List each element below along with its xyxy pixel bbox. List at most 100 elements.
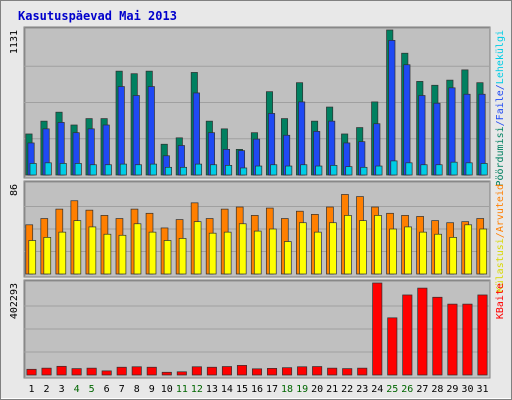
- bottom-bar-kbaite-27: [417, 287, 428, 376]
- x-tick-label-day-8: 8: [134, 384, 140, 395]
- top-legend-part: /: [495, 120, 506, 126]
- middle-bar-külastusi-21: [329, 222, 337, 275]
- top-bar-lehekülgi-19: [300, 164, 308, 176]
- bottom-bar-kbaite-19: [297, 366, 308, 376]
- bottom-bar-kbaite-2: [41, 367, 52, 376]
- bottom-bar-kbaite-12: [191, 366, 202, 376]
- bottom-bar-kbaite-3: [56, 365, 67, 376]
- bottom-bar-kbaite-25: [387, 317, 398, 376]
- top-bar-lehekülgi-25: [390, 160, 398, 176]
- middle-bar-külastusi-5: [88, 226, 97, 275]
- chart-title: Kasutuspäevad Mai 2013: [18, 9, 177, 23]
- middle-bar-külastusi-2: [43, 237, 52, 275]
- top-legend-part: Lehekülgi: [495, 30, 506, 84]
- top-bar-lehekülgi-2: [44, 162, 52, 176]
- bottom-bar-kbaite-18: [282, 367, 293, 376]
- bottom-bar-kbaite-16: [251, 368, 263, 376]
- bottom-bar-kbaite-20: [312, 366, 323, 376]
- top-bar-lehekülgi-26: [405, 162, 413, 176]
- middle-bar-külastusi-9: [148, 231, 157, 275]
- top-bar-lehekülgi-16: [255, 165, 263, 176]
- x-tick-label-day-13: 13: [206, 384, 218, 395]
- middle-bar-külastusi-7: [118, 234, 127, 275]
- x-tick-label-day-19: 19: [296, 384, 308, 395]
- top-bar-faile-7: [117, 86, 125, 176]
- x-tick-label-day-14: 14: [221, 384, 233, 395]
- top-bar-faile-12: [192, 92, 200, 176]
- x-tick-label-day-24: 24: [371, 384, 383, 395]
- top-bar-lehekülgi-4: [74, 163, 82, 176]
- x-tick-label-day-17: 17: [266, 384, 278, 395]
- middle-bar-külastusi-15: [238, 223, 247, 275]
- top-bar-faile-28: [433, 102, 441, 176]
- top-bar-lehekülgi-22: [345, 166, 353, 176]
- top-bar-faile-8: [132, 95, 140, 176]
- bottom-bar-kbaite-29: [447, 303, 458, 376]
- bottom-bar-kbaite-1: [26, 368, 37, 376]
- top-bar-faile-26: [403, 64, 411, 176]
- bottom-bar-kbaite-11: [176, 371, 187, 376]
- top-bar-lehekülgi-14: [225, 165, 233, 176]
- top-bar-faile-25: [388, 40, 396, 176]
- middle-bar-külastusi-16: [253, 230, 262, 275]
- middle-bar-külastusi-11: [178, 238, 187, 275]
- top-bar-lehekülgi-29: [450, 161, 458, 176]
- x-tick-label-day-26: 26: [401, 384, 413, 395]
- x-tick-label-day-16: 16: [251, 384, 263, 395]
- x-tick-label-day-31: 31: [476, 384, 488, 395]
- bottom-bar-kbaite-4: [71, 368, 82, 376]
- bottom-bar-kbaite-8: [131, 366, 142, 376]
- top-bar-lehekülgi-20: [315, 165, 323, 176]
- x-tick-label-day-28: 28: [431, 384, 443, 395]
- top-bar-faile-19: [298, 101, 306, 176]
- bottom-bar-kbaite-15: [236, 365, 247, 376]
- top-legend-part: /: [495, 84, 506, 90]
- top-bar-lehekülgi-7: [119, 163, 127, 176]
- x-tick-label-day-1: 1: [29, 384, 35, 395]
- top-bar-lehekülgi-12: [195, 163, 203, 176]
- bottom-bar-kbaite-13: [206, 366, 217, 376]
- middle-bar-külastusi-25: [389, 228, 397, 275]
- bottom-series-legend: KBaite: [495, 283, 506, 319]
- top-bar-faile-27: [418, 95, 426, 176]
- bottom-bar-kbaite-6: [101, 370, 112, 376]
- top-bar-lehekülgi-15: [240, 167, 248, 176]
- x-tick-label-day-18: 18: [281, 384, 293, 395]
- bottom-bar-kbaite-30: [462, 303, 473, 376]
- x-tick-label-day-3: 3: [59, 384, 65, 395]
- top-series-legend: Pöördumisi/Faile/Lehekülgi: [495, 30, 506, 187]
- bottom-bar-kbaite-10: [161, 371, 172, 376]
- middle-series-legend: Külastusi/Arvuteid: [495, 184, 506, 292]
- x-tick-label-day-10: 10: [161, 384, 173, 395]
- top-bar-lehekülgi-28: [435, 164, 443, 176]
- middle-bar-külastusi-13: [208, 232, 217, 275]
- top-bar-lehekülgi-24: [375, 165, 383, 176]
- top-bar-lehekülgi-21: [330, 165, 338, 176]
- top-bar-lehekülgi-9: [149, 163, 157, 176]
- top-bar-lehekülgi-13: [210, 164, 218, 176]
- bottom-bar-kbaite-23: [357, 367, 368, 376]
- middle-bar-külastusi-24: [374, 215, 382, 275]
- x-tick-label-day-9: 9: [149, 384, 155, 395]
- x-tick-label-day-2: 2: [44, 384, 50, 395]
- middle-bar-külastusi-20: [314, 231, 322, 275]
- bottom-bar-kbaite-24: [372, 282, 383, 376]
- bottom-bar-kbaite-21: [327, 367, 338, 376]
- bottom-bar-kbaite-28: [432, 296, 443, 376]
- middle-bar-külastusi-8: [133, 223, 142, 275]
- x-tick-label-day-15: 15: [236, 384, 248, 395]
- middle-bar-külastusi-17: [268, 228, 277, 275]
- bottom-bar-kbaite-17: [267, 368, 278, 376]
- x-tick-label-day-27: 27: [416, 384, 428, 395]
- top-legend-part: Faile: [495, 90, 506, 120]
- middle-bar-külastusi-1: [28, 240, 37, 275]
- top-bar-lehekülgi-27: [420, 164, 428, 176]
- top-max-label: 1131: [9, 30, 20, 54]
- bottom-bar-kbaite-7: [116, 366, 127, 376]
- middle-bar-külastusi-12: [193, 221, 202, 275]
- x-tick-label-day-23: 23: [356, 384, 368, 395]
- middle-legend-part: Arvuteid: [495, 184, 506, 232]
- top-bar-lehekülgi-8: [134, 164, 142, 176]
- bottom-bar-kbaite-14: [221, 366, 232, 376]
